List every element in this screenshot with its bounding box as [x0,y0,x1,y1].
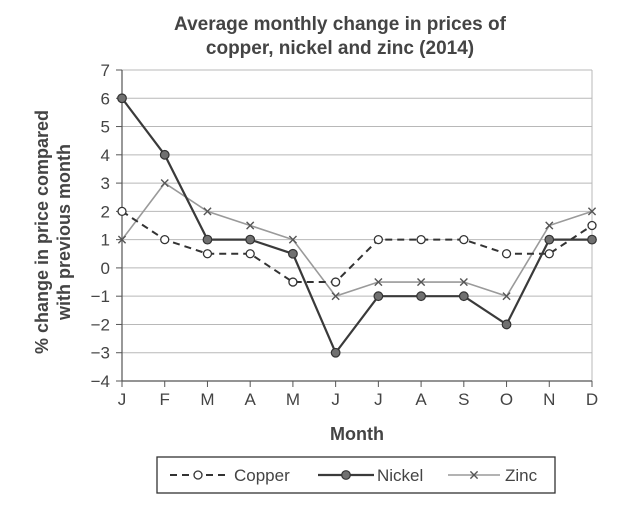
cross-stroke [203,207,212,216]
cross-stroke [502,292,511,301]
chart-title-line-1: Average monthly change in prices of [174,14,507,35]
cross-stroke [246,221,255,230]
nickel-point [159,149,170,160]
y-tick-label: 3 [101,174,110,193]
cross-stroke [288,235,298,244]
zinc-point [288,235,298,244]
zinc-point [459,277,468,287]
y-tick-label: −3 [91,344,110,363]
cross-stroke [545,221,554,230]
cross-stroke [587,207,597,216]
cross-stroke [117,235,127,244]
zinc-point [203,207,212,216]
nickel-point [202,234,213,245]
y-tick-label: 6 [101,89,110,108]
nickel-point [501,319,512,330]
nickel-line [121,97,592,355]
cross-stroke [416,277,426,287]
zinc-point [246,221,255,230]
y-axis-label-line-2: with previous month [54,144,74,321]
x-tick-label: J [118,390,127,409]
y-tick-label: −4 [91,372,110,391]
y-axis-label: % change in price compared with previous… [32,110,74,354]
legend-copper-marker [193,470,203,480]
zinc-line [121,182,593,298]
series-markers [117,93,597,358]
x-tick-label: F [160,390,170,409]
nickel-point [117,93,127,104]
y-tick-label: 1 [101,231,110,250]
copper-point [587,220,597,231]
zinc-point [587,207,597,216]
copper-point [459,234,469,245]
x-tick-label: O [500,390,513,409]
legend-copper-label: Copper [234,466,290,485]
copper-point [117,206,127,217]
copper-point [501,249,512,259]
x-tick-label: A [245,390,257,409]
zinc-point [416,277,426,287]
y-tick-labels: 7 6 5 4 3 2 1 0 −1 −2 −3 −4 [91,61,110,391]
x-tick-label: S [458,390,469,409]
y-tick-label: −2 [91,315,110,334]
legend-nickel-marker [341,470,351,480]
y-tick-label: 5 [101,118,110,137]
copper-point [245,249,255,259]
x-tick-label: J [331,390,340,409]
gridlines [122,69,593,382]
y-axis-label-line-1: % change in price compared [32,110,52,354]
legend: Copper Nickel Zinc [156,456,556,494]
series-lines [121,97,593,355]
copper-line [121,210,593,284]
zinc-point [160,178,169,188]
copper-point [202,249,213,259]
cross-stroke [459,277,468,287]
copper-point [160,234,170,245]
y-tick-label: 7 [101,61,110,80]
x-tick-label: J [374,390,383,409]
zinc-point [545,221,554,230]
x-tick-label: N [543,390,555,409]
cross-stroke [331,292,340,301]
x-tick-label: M [200,390,214,409]
y-tick-label: −1 [91,287,110,306]
nickel-point [587,234,597,245]
legend-zinc-marker [469,470,479,480]
y-tick-label: 4 [101,146,110,165]
x-axis-label: Month [330,424,384,444]
nickel-point [416,291,426,302]
chart-title-line-2: copper, nickel and zinc (2014) [206,38,474,59]
x-tick-label: D [586,390,598,409]
cross-stroke [160,178,169,188]
cross-stroke [374,277,383,287]
nickel-point [245,234,256,245]
nickel-point [330,347,341,358]
nickel-point [458,291,469,302]
nickel-point [288,248,298,259]
cross-stroke [469,470,479,480]
y-tick-label: 2 [101,202,110,221]
zinc-point [374,277,383,287]
zinc-point [331,292,340,301]
legend-nickel-label: Nickel [377,466,423,485]
x-tick-label: A [415,390,427,409]
copper-point [330,277,341,287]
zinc-point [117,235,127,244]
copper-point [416,234,426,245]
copper-point [288,277,298,287]
y-tick-label: 0 [101,259,110,278]
zinc-point [502,292,511,301]
nickel-point [544,234,555,245]
copper-point [373,234,384,245]
x-tick-label: M [286,390,300,409]
copper-point [544,249,554,259]
legend-zinc-label: Zinc [505,466,538,485]
axes [116,69,593,387]
nickel-point [373,291,384,302]
